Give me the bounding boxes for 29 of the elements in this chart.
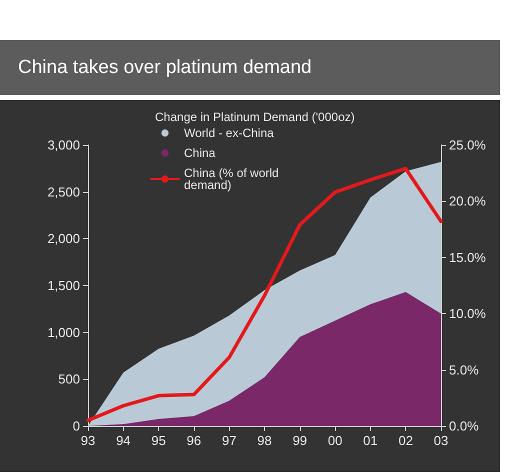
x-tick-label: 94 [116, 433, 131, 448]
x-tick-label: 96 [186, 433, 202, 448]
y2-tick-label: 15.0% [449, 250, 486, 265]
y-tick-label: 1,500 [47, 278, 80, 293]
y-tick-label: 500 [58, 372, 80, 387]
y2-tick-label: 10.0% [449, 306, 486, 322]
legend-title: Change in Platinum Demand ('000oz) [155, 110, 355, 124]
chart-title: China takes over platinum demand [0, 40, 500, 95]
x-tick-label: 01 [363, 433, 378, 448]
legend-label: China [184, 146, 216, 160]
y-tick-label: 2,500 [47, 184, 80, 200]
y2-tick-label: 5.0% [449, 362, 480, 378]
x-tick-label: 97 [222, 433, 236, 448]
y2-tick-label: 0.0% [449, 418, 480, 434]
legend-label: China (% of world demand) [184, 166, 282, 192]
y-tick-label: 2,000 [47, 231, 80, 246]
x-tick-label: 93 [80, 433, 96, 448]
x-tick-label: 00 [328, 433, 342, 448]
y2-tick-label: 25.0% [449, 138, 486, 152]
x-tick-label: 99 [292, 433, 308, 448]
y2-tick-label: 20.0% [449, 194, 486, 209]
x-tick-label: 95 [151, 433, 166, 448]
legend-label: World - ex-China [184, 126, 274, 140]
y-tick-label: 3,000 [47, 138, 80, 152]
y-tick-label: 0 [72, 418, 80, 434]
x-tick-label: 98 [257, 433, 272, 448]
x-tick-label: 02 [398, 433, 413, 448]
y-tick-label: 1,000 [47, 324, 80, 340]
x-tick-label: 03 [434, 433, 448, 448]
